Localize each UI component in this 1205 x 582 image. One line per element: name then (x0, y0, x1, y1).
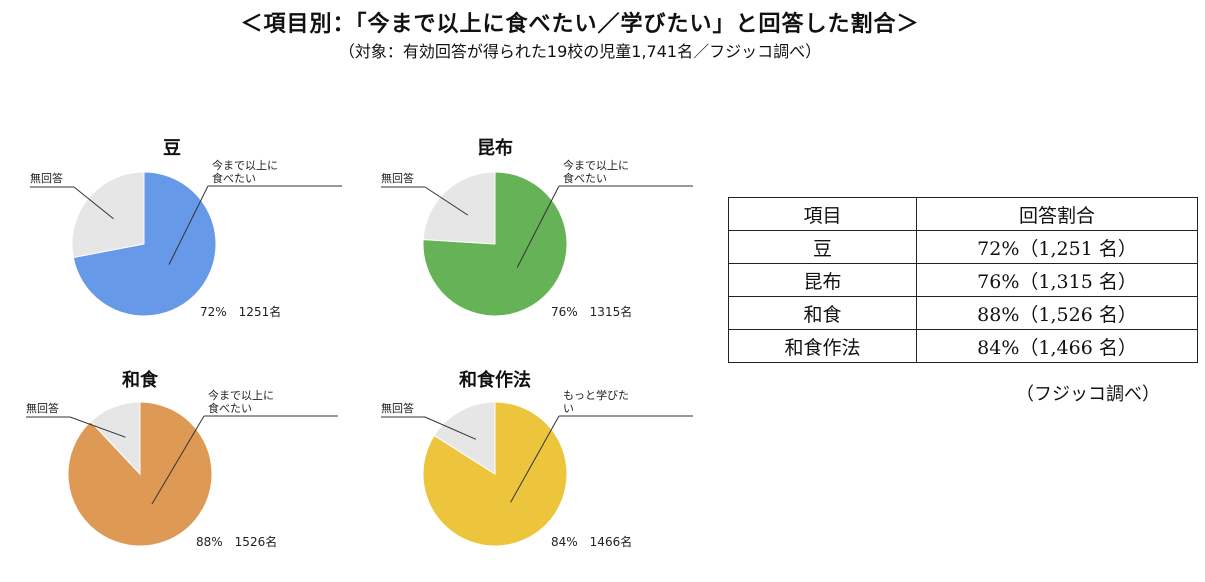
pie-slice-no-answer (422, 171, 496, 245)
pie-svg: 今まで以上に食べたい 無回答 72% 1251名 (30, 158, 342, 319)
value-label: 72% 1251名 (200, 304, 281, 319)
table-cell-ratio: 88%（1,526 名） (916, 296, 1198, 330)
leader-line-main (510, 415, 560, 503)
value-label: 84% 1466名 (551, 534, 632, 549)
table-cell-item: 昆布 (728, 263, 917, 297)
pie-chart-mame: 豆 今まで以上に食べたい 無回答 72% 1251名 (30, 130, 350, 350)
pie-svg: 今まで以上に食べたい 無回答 76% 1315名 (381, 158, 693, 319)
slice-label-main: 今まで以上に食べたい (563, 158, 629, 185)
table-row: 和食作法 84%（1,466 名） (728, 329, 1198, 363)
leader-line-no-answer (73, 186, 114, 220)
value-label: 76% 1315名 (551, 304, 632, 319)
leader-line-no-answer (424, 416, 477, 440)
leader-line-no-answer (69, 416, 126, 438)
leader-line-main (168, 185, 209, 265)
pie-svg: もっと学びたい 無回答 84% 1466名 (381, 388, 693, 549)
slice-label-no-answer: 無回答 (26, 401, 59, 415)
pie-svg: 今まで以上に食べたい 無回答 88% 1526名 (26, 388, 338, 549)
table-header-row: 項目 回答割合 (728, 197, 1198, 231)
leader-line-main (151, 415, 205, 505)
slice-label-no-answer: 無回答 (30, 171, 63, 185)
table-cell-ratio: 76%（1,315 名） (916, 263, 1198, 297)
pie-slice-main (72, 171, 217, 317)
table-cell-item: 豆 (728, 230, 917, 264)
slice-label-no-answer: 無回答 (381, 171, 414, 185)
table-cell-ratio: 84%（1,466 名） (916, 329, 1198, 363)
table-cell-item: 和食 (728, 296, 917, 330)
slice-label-main: 今まで以上に食べたい (208, 388, 274, 415)
pie-title: 和食 (122, 370, 158, 391)
pie-chart-konbu: 昆布 今まで以上に食べたい 無回答 76% 1315名 (381, 130, 703, 350)
table-header-item: 項目 (728, 197, 917, 231)
pie-chart-washoku-saho: 和食作法 もっと学びたい 無回答 84% 1466名 (381, 362, 703, 582)
summary-table: 項目 回答割合 豆 72%（1,251 名） 昆布 76%（1,315 名） 和… (728, 197, 1198, 363)
table-row: 豆 72%（1,251 名） (728, 230, 1198, 264)
pie-title: 豆 (163, 138, 181, 159)
pie-title: 和食作法 (459, 370, 531, 391)
pie-chart-washoku: 和食 今まで以上に食べたい 無回答 88% 1526名 (26, 362, 350, 582)
page-title: ＜項目別：「今まで以上に食べたい／学びたい」と回答した割合＞ (240, 12, 920, 37)
leader-line-no-answer (424, 186, 469, 216)
table-row: 昆布 76%（1,315 名） (728, 263, 1198, 297)
slice-label-main: 今まで以上に食べたい (212, 158, 278, 185)
table-cell-item: 和食作法 (728, 329, 917, 363)
slice-label-no-answer: 無回答 (381, 401, 414, 415)
source-note: （フジッコ調べ） (1016, 384, 1160, 405)
table-header-ratio: 回答割合 (916, 197, 1198, 231)
slice-label-main: もっと学びたい (563, 388, 629, 415)
table-row: 和食 88%（1,526 名） (728, 296, 1198, 330)
leader-line-main (516, 185, 560, 268)
table-cell-ratio: 72%（1,251 名） (916, 230, 1198, 264)
pie-title: 昆布 (477, 138, 513, 159)
pie-slice-no-answer (433, 401, 496, 475)
page-subtitle: （対象：有効回答が得られた19校の児童1,741名／フジッコ調べ） (338, 42, 822, 61)
value-label: 88% 1526名 (196, 534, 277, 549)
pie-slice-no-answer (90, 401, 141, 476)
